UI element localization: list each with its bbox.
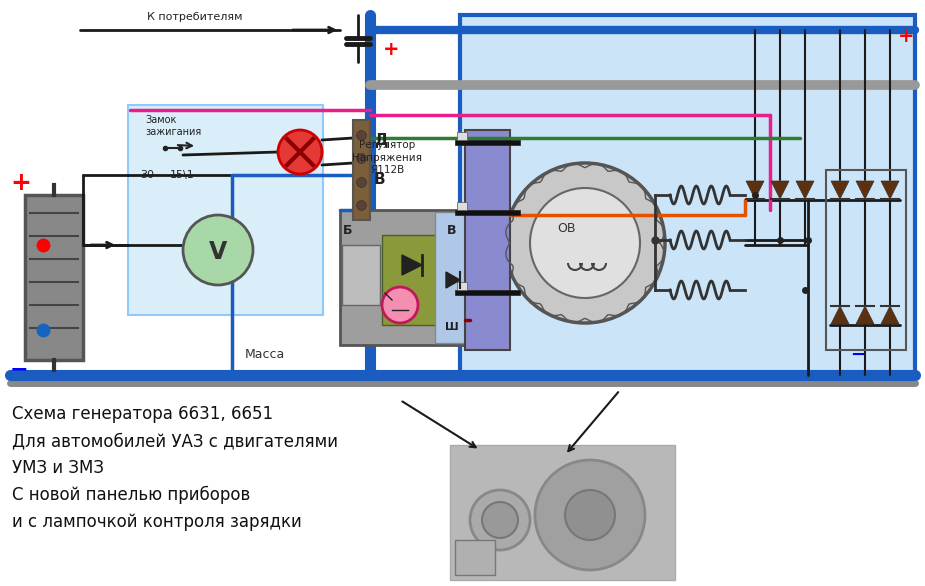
- Text: и с лампочкой контроля зарядки: и с лампочкой контроля зарядки: [12, 513, 302, 531]
- Bar: [460, 15, 915, 375]
- Polygon shape: [446, 272, 460, 288]
- Text: Схема генератора 6631, 6651: Схема генератора 6631, 6651: [12, 405, 273, 423]
- Circle shape: [470, 490, 530, 550]
- Text: Замок
зажигания: Замок зажигания: [145, 115, 202, 137]
- Bar: [457, 132, 467, 140]
- Text: Для автомобилей УАЗ с двигателями: Для автомобилей УАЗ с двигателями: [12, 432, 338, 450]
- Text: К потребителям: К потребителям: [147, 12, 242, 22]
- Circle shape: [482, 502, 518, 538]
- Polygon shape: [881, 181, 899, 199]
- Bar: [342, 245, 380, 305]
- Polygon shape: [831, 181, 849, 199]
- Bar: [457, 202, 467, 210]
- Text: Масса: Масса: [245, 349, 285, 362]
- Bar: [340, 210, 470, 345]
- Bar: [826, 170, 906, 350]
- Text: Б: Б: [343, 223, 352, 237]
- Bar: [455, 140, 520, 145]
- Polygon shape: [771, 181, 789, 199]
- Circle shape: [505, 163, 665, 323]
- Polygon shape: [402, 255, 422, 275]
- Text: ОВ: ОВ: [558, 222, 576, 234]
- Bar: [465, 130, 510, 350]
- Circle shape: [565, 490, 615, 540]
- Text: V: V: [209, 240, 228, 264]
- Text: +: +: [898, 27, 915, 46]
- Polygon shape: [796, 181, 814, 199]
- Text: 15\1: 15\1: [170, 170, 195, 180]
- Polygon shape: [831, 306, 849, 324]
- Bar: [455, 540, 495, 575]
- Bar: [455, 290, 520, 295]
- Text: С новой панелью приборов: С новой панелью приборов: [12, 486, 251, 504]
- Text: Ш: Ш: [445, 322, 459, 332]
- Polygon shape: [746, 181, 764, 199]
- Bar: [128, 105, 323, 315]
- Circle shape: [382, 287, 418, 323]
- Text: В: В: [448, 223, 457, 237]
- Bar: [382, 235, 437, 325]
- Bar: [435, 212, 468, 343]
- Bar: [457, 282, 467, 290]
- Text: УМЗ и ЗМЗ: УМЗ и ЗМЗ: [12, 459, 104, 477]
- Circle shape: [530, 188, 640, 298]
- Text: +: +: [383, 40, 400, 59]
- Circle shape: [183, 215, 253, 285]
- Text: Регулятор
Напряжения
Я112В: Регулятор Напряжения Я112В: [352, 140, 422, 175]
- Polygon shape: [881, 306, 899, 324]
- Bar: [353, 120, 370, 220]
- Bar: [455, 210, 520, 215]
- Polygon shape: [856, 306, 874, 324]
- Text: +: +: [10, 171, 31, 195]
- Text: 30: 30: [140, 170, 154, 180]
- Text: Д: Д: [374, 132, 388, 148]
- Polygon shape: [856, 181, 874, 199]
- Text: −: −: [850, 346, 866, 364]
- Circle shape: [535, 460, 645, 570]
- Text: −: −: [10, 359, 29, 379]
- Bar: [450, 445, 675, 580]
- Text: В: В: [374, 172, 386, 188]
- Bar: [25, 195, 83, 360]
- Circle shape: [278, 130, 322, 174]
